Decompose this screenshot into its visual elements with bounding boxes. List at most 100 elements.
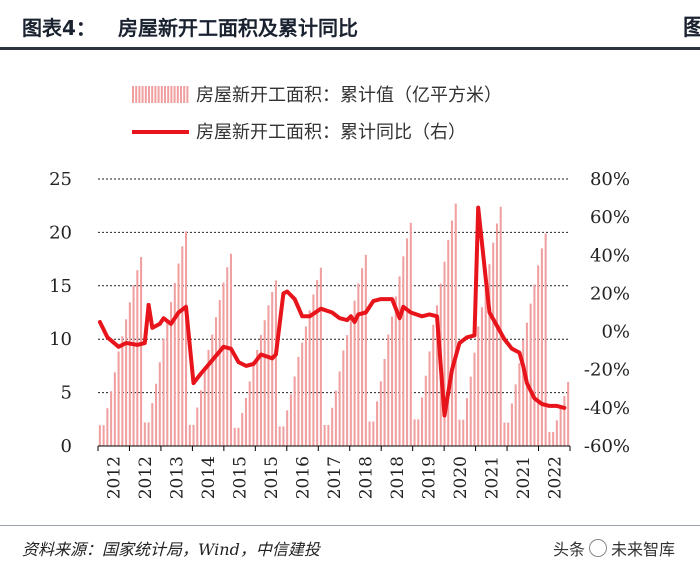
x-tick-label: 2020 (451, 456, 471, 499)
bar (155, 383, 158, 446)
bar (312, 294, 315, 446)
bar (233, 427, 236, 446)
watermark: 头条 未来智库 (553, 536, 675, 560)
bar (110, 391, 113, 446)
legend-bar-swatch (154, 86, 157, 103)
y-right-tick-label: 40% (590, 245, 630, 266)
bar (173, 282, 176, 446)
bar (214, 317, 218, 446)
bar (394, 296, 397, 446)
legend-bar-swatch (148, 86, 150, 103)
bar (406, 238, 409, 446)
bar (507, 422, 510, 446)
y-right-tick-label: 60% (590, 207, 630, 228)
bar (484, 285, 487, 446)
legend-bar-swatch (180, 86, 182, 103)
x-tick-label: 2022 (545, 456, 565, 499)
bar (244, 397, 247, 446)
bar (402, 256, 405, 446)
bar (237, 427, 240, 446)
bar (428, 351, 431, 446)
y-right-tick-label: -60% (584, 436, 630, 457)
x-tick-label: 2013 (168, 456, 188, 499)
bar (372, 421, 375, 446)
bar (297, 356, 300, 446)
bar (181, 246, 184, 446)
bar (421, 397, 424, 446)
bar (391, 316, 394, 446)
y-left-tick-label: 20 (49, 222, 72, 243)
bar (387, 334, 390, 446)
watermark-text-2: 未来智库 (611, 540, 676, 559)
bar (226, 267, 229, 446)
bar (143, 422, 146, 446)
bar (106, 408, 109, 446)
bar (218, 299, 221, 446)
bar (132, 285, 135, 446)
bar (376, 401, 379, 446)
bar (162, 338, 165, 446)
bar (559, 408, 562, 446)
bar (443, 261, 446, 446)
bar (503, 422, 506, 446)
bar (125, 319, 128, 446)
bar (252, 363, 255, 446)
bar (540, 248, 543, 446)
bar (177, 263, 180, 446)
bar (473, 352, 476, 446)
bar (207, 349, 210, 446)
bar (462, 419, 465, 446)
legend-bar-swatch (183, 86, 186, 103)
y-left-tick-label: 5 (61, 383, 72, 404)
cropped-next-figure-label: 图 (683, 16, 700, 41)
bar (128, 302, 131, 446)
bar (256, 349, 259, 446)
bar (537, 265, 540, 446)
bar (185, 231, 188, 446)
bar (289, 394, 292, 446)
bar (222, 282, 225, 446)
legend: 房屋新开工面积：累计值（亿平方米） 房屋新开工面积：累计同比（右） (132, 85, 502, 143)
y-right-tick-label: 0% (601, 322, 630, 343)
bar (447, 239, 450, 446)
legend-bar-swatch (164, 86, 166, 103)
bar (409, 222, 412, 446)
footer-rule (0, 525, 700, 526)
x-tick-label: 2016 (294, 456, 314, 499)
x-tick-label: 2015 (262, 456, 282, 499)
bar (563, 396, 566, 446)
legend-bar-swatch (167, 86, 170, 103)
legend-bar-swatch (144, 86, 147, 103)
bar (113, 372, 116, 446)
legend-bar-swatch (151, 86, 154, 103)
bar (555, 420, 558, 446)
bar (548, 431, 551, 446)
bar (140, 256, 143, 446)
bar (424, 375, 427, 446)
bar (488, 264, 491, 446)
bar (567, 381, 570, 446)
bar (417, 419, 420, 446)
bar (379, 381, 382, 446)
bar (274, 280, 277, 446)
bar (499, 206, 502, 446)
bar (248, 381, 251, 446)
legend-bar-swatch (135, 86, 138, 103)
bar (469, 376, 472, 446)
legend-bar-swatch (170, 86, 173, 103)
bar (450, 220, 454, 446)
bar (435, 305, 439, 446)
bar (361, 268, 364, 446)
bar (316, 280, 319, 446)
bar (259, 335, 262, 446)
x-tick-label: 2015 (231, 456, 251, 499)
bar (477, 326, 480, 446)
legend-label: 房屋新开工面积：累计值（亿平方米） (196, 85, 502, 106)
bar (323, 424, 326, 446)
watermark-text-1: 头条 (553, 540, 586, 559)
bar (529, 303, 532, 446)
bar (383, 358, 386, 446)
y-left-tick-label: 0 (61, 436, 72, 457)
bar (147, 422, 150, 446)
bar (353, 300, 356, 446)
